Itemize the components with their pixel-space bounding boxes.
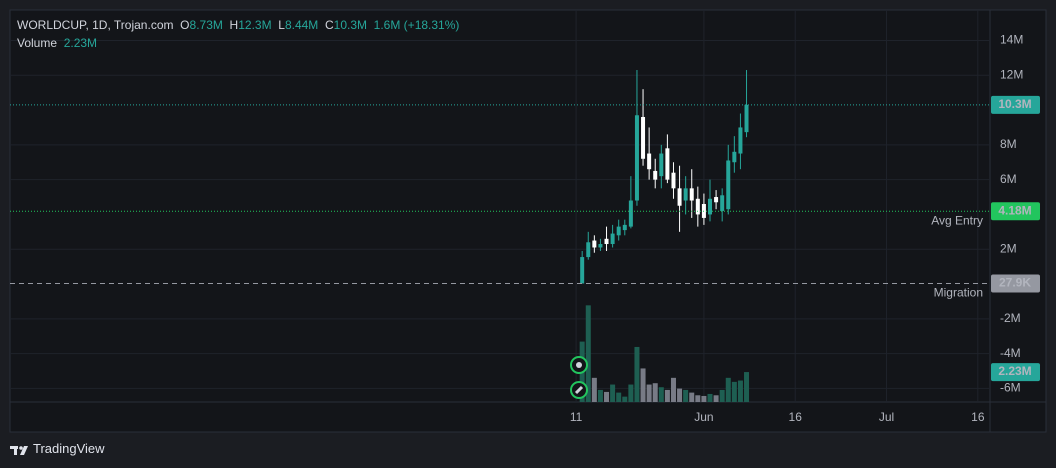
- candle-body: [714, 197, 719, 203]
- candle-body: [598, 244, 603, 248]
- candle-body: [720, 195, 725, 211]
- ohlc-key: O: [180, 18, 190, 32]
- candle-body: [671, 172, 676, 189]
- change: 1.6M (+18.31%): [373, 18, 460, 32]
- candle-body: [744, 104, 749, 133]
- volume-bar: [725, 377, 731, 402]
- ohlc-value: 8.73M: [189, 18, 223, 32]
- candle-body: [665, 148, 670, 180]
- candle-body: [677, 188, 682, 206]
- y-tick-label: 2M: [1000, 241, 1017, 255]
- candle-body: [683, 188, 688, 201]
- legend-row: Volume 2.23M: [17, 34, 459, 52]
- legend-row: WORLDCUP, 1D, Trojan.com O8.73M H12.3M L…: [17, 16, 459, 34]
- logo: [10, 446, 28, 455]
- volume-bar: [622, 396, 628, 402]
- volume-bar: [731, 381, 737, 402]
- volume-label-box: [991, 363, 1040, 382]
- x-tick-label: Jun: [694, 410, 713, 424]
- y-tick-label: 6M: [1000, 172, 1017, 186]
- y-tick-label: 8M: [1000, 137, 1017, 151]
- ohlc-value: 12.3M: [238, 18, 272, 32]
- volume-bar: [719, 389, 725, 402]
- price-label: 10.3M: [998, 97, 1031, 111]
- volume-bar: [634, 346, 640, 402]
- volume-bar: [640, 368, 646, 402]
- price-line-name: Migration: [934, 286, 983, 300]
- y-tick-label: -4M: [1000, 346, 1021, 360]
- candle-body: [641, 117, 646, 159]
- candle-body: [634, 115, 639, 201]
- price-label: 27.9K: [999, 276, 1031, 290]
- candle-body: [647, 153, 652, 170]
- legend: WORLDCUP, 1D, Trojan.com O8.73M H12.3M L…: [17, 16, 459, 52]
- candle-body: [708, 198, 712, 215]
- volume-bar: [591, 377, 597, 402]
- volume-bar: [585, 305, 591, 402]
- pane: [9, 9, 1047, 433]
- brand: TradingView: [33, 441, 105, 456]
- candle-body: [695, 198, 700, 215]
- price-label-box: [991, 95, 1040, 114]
- price-label: 4.18M: [998, 203, 1031, 217]
- volume-bar: [604, 391, 610, 402]
- candle-body: [580, 257, 585, 284]
- volume-bar: [652, 383, 658, 402]
- volume-bar: [689, 392, 695, 402]
- volume-bar: [658, 387, 664, 402]
- volume-label: 2.23M: [998, 364, 1031, 378]
- candle-body: [610, 233, 615, 245]
- volume-bar: [737, 380, 743, 402]
- volume-bar: [707, 393, 713, 402]
- volume-bar: [713, 395, 719, 402]
- x-tick-label: 16: [789, 410, 803, 424]
- volume-bar: [744, 372, 750, 402]
- candle-body: [628, 200, 633, 227]
- volume-bar: [677, 388, 683, 402]
- price-label-box: [991, 202, 1040, 221]
- candle-body: [659, 153, 664, 177]
- y-tick-label: 14M: [1000, 33, 1023, 47]
- y-tick-label: -6M: [1000, 381, 1021, 395]
- candle-body: [604, 238, 609, 245]
- candle-body: [732, 151, 737, 163]
- ohlc-value: 8.44M: [284, 18, 319, 32]
- volume-bar: [701, 395, 707, 402]
- volume-value: 2.23M: [63, 36, 98, 50]
- volume-bar: [695, 395, 701, 402]
- candle-body: [726, 160, 731, 210]
- candle-body: [689, 188, 694, 201]
- candle-body: [738, 127, 743, 154]
- candle-body: [616, 226, 621, 236]
- volume-bar: [628, 384, 634, 402]
- candle-body: [653, 170, 658, 180]
- event-icon: [570, 356, 588, 399]
- ohlc-key: C: [324, 18, 334, 32]
- ohlc-key: H: [229, 18, 239, 32]
- volume-bar: [664, 389, 670, 402]
- ohlc-value: 10.3M: [333, 18, 367, 32]
- volume-bar: [646, 384, 652, 402]
- candle-body: [592, 240, 597, 248]
- ohlc-key: L: [278, 18, 285, 32]
- x-tick-label: 16: [971, 410, 985, 424]
- price-line-name: Avg Entry: [931, 213, 983, 227]
- y-tick-label: -2M: [1000, 311, 1021, 325]
- volume-bar: [597, 389, 603, 402]
- volume-bar: [670, 377, 676, 402]
- symbol: WORLDCUP, 1D, Trojan.com: [17, 18, 174, 32]
- volume-bar: [683, 389, 689, 402]
- volume-key: Volume: [17, 36, 58, 50]
- price-label-box: [991, 274, 1040, 293]
- candle-body: [622, 224, 627, 231]
- x-tick-label: Jul: [879, 410, 894, 424]
- volume-bar: [610, 384, 616, 402]
- y-tick-label: 12M: [1000, 67, 1023, 81]
- volume-bar: [616, 392, 622, 402]
- x-tick-label: 11: [570, 410, 583, 424]
- candle-body: [586, 242, 591, 258]
